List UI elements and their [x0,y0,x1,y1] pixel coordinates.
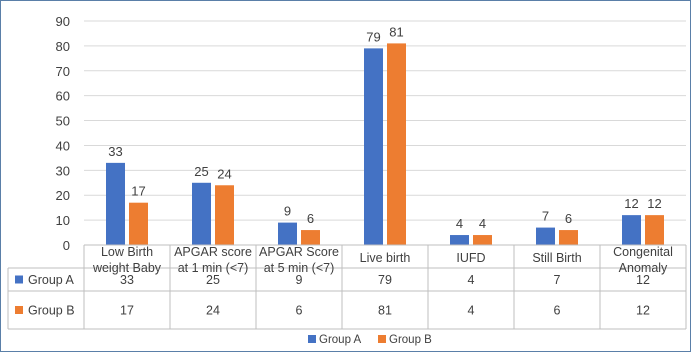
table-legend-key [15,306,23,314]
data-label: 33 [108,144,122,159]
table-cell: 6 [296,304,303,318]
data-label: 6 [565,211,572,226]
table-cell: 17 [120,304,134,318]
category-label: at 1 min (<7) [178,261,249,275]
y-tick-label: 70 [56,64,70,79]
y-tick-label: 90 [56,14,70,29]
category-label: Congenital [613,245,673,259]
bar-group-a [450,235,469,245]
table-series-name: Group A [28,273,75,287]
data-label: 25 [194,164,208,179]
bar-group-a [364,48,383,245]
bar-group-b [387,43,406,246]
category-label: Live birth [360,251,411,265]
table-cell: 12 [636,273,650,287]
data-label: 9 [284,204,291,219]
table-cell: 6 [554,304,561,318]
category-label: weight Baby [92,261,162,275]
bar-group-b [645,215,664,245]
category-label: at 5 min (<7) [264,261,335,275]
bar-group-b [473,235,492,245]
category-label: IUFD [456,251,485,265]
data-label: 6 [307,211,314,226]
bar-group-a [192,182,211,245]
table-cell: 9 [296,273,303,287]
table-cell: 4 [468,273,475,287]
y-tick-label: 60 [56,89,70,104]
bar-group-a [536,227,555,245]
bar-group-a [622,215,641,245]
table-cell: 12 [636,304,650,318]
table-cell: 25 [206,273,220,287]
data-label: 79 [366,29,380,44]
data-label: 7 [542,209,549,224]
category-label: Low Birth [101,245,153,259]
table-cell: 7 [554,273,561,287]
bar-group-a [278,222,297,245]
y-tick-label: 30 [56,163,70,178]
data-label: 4 [479,216,486,231]
legend-label: Group A [319,334,362,346]
y-tick-label: 50 [56,114,70,129]
legend-label: Group B [389,334,432,346]
category-label: APGAR score [174,245,252,259]
data-label: 12 [647,196,661,211]
category-label: APGAR Score [259,245,339,259]
y-tick-label: 20 [56,188,70,203]
table-series-name: Group B [28,304,75,318]
bar-group-b [129,202,148,245]
y-tick-label: 0 [63,238,70,253]
table-cell: 24 [206,304,220,318]
bar-group-b [215,185,234,245]
data-label: 4 [456,216,463,231]
y-tick-label: 40 [56,138,70,153]
table-cell: 33 [120,273,134,287]
legend-key [308,335,316,343]
category-label: Still Birth [532,251,581,265]
table-cell: 4 [468,304,475,318]
data-label: 24 [217,166,231,181]
table-cell: 81 [378,304,392,318]
bar-group-b [301,230,320,245]
table-cell: 79 [378,273,392,287]
table-legend-key [15,275,23,284]
y-tick-label: 80 [56,39,70,54]
category-label: Anomaly [619,261,668,275]
legend-key [378,335,386,343]
bar-group-a [106,162,125,245]
data-label: 17 [131,184,145,199]
data-label: 81 [389,24,403,39]
y-tick-label: 10 [56,213,70,228]
data-label: 12 [624,196,638,211]
bar-group-b [559,230,578,245]
